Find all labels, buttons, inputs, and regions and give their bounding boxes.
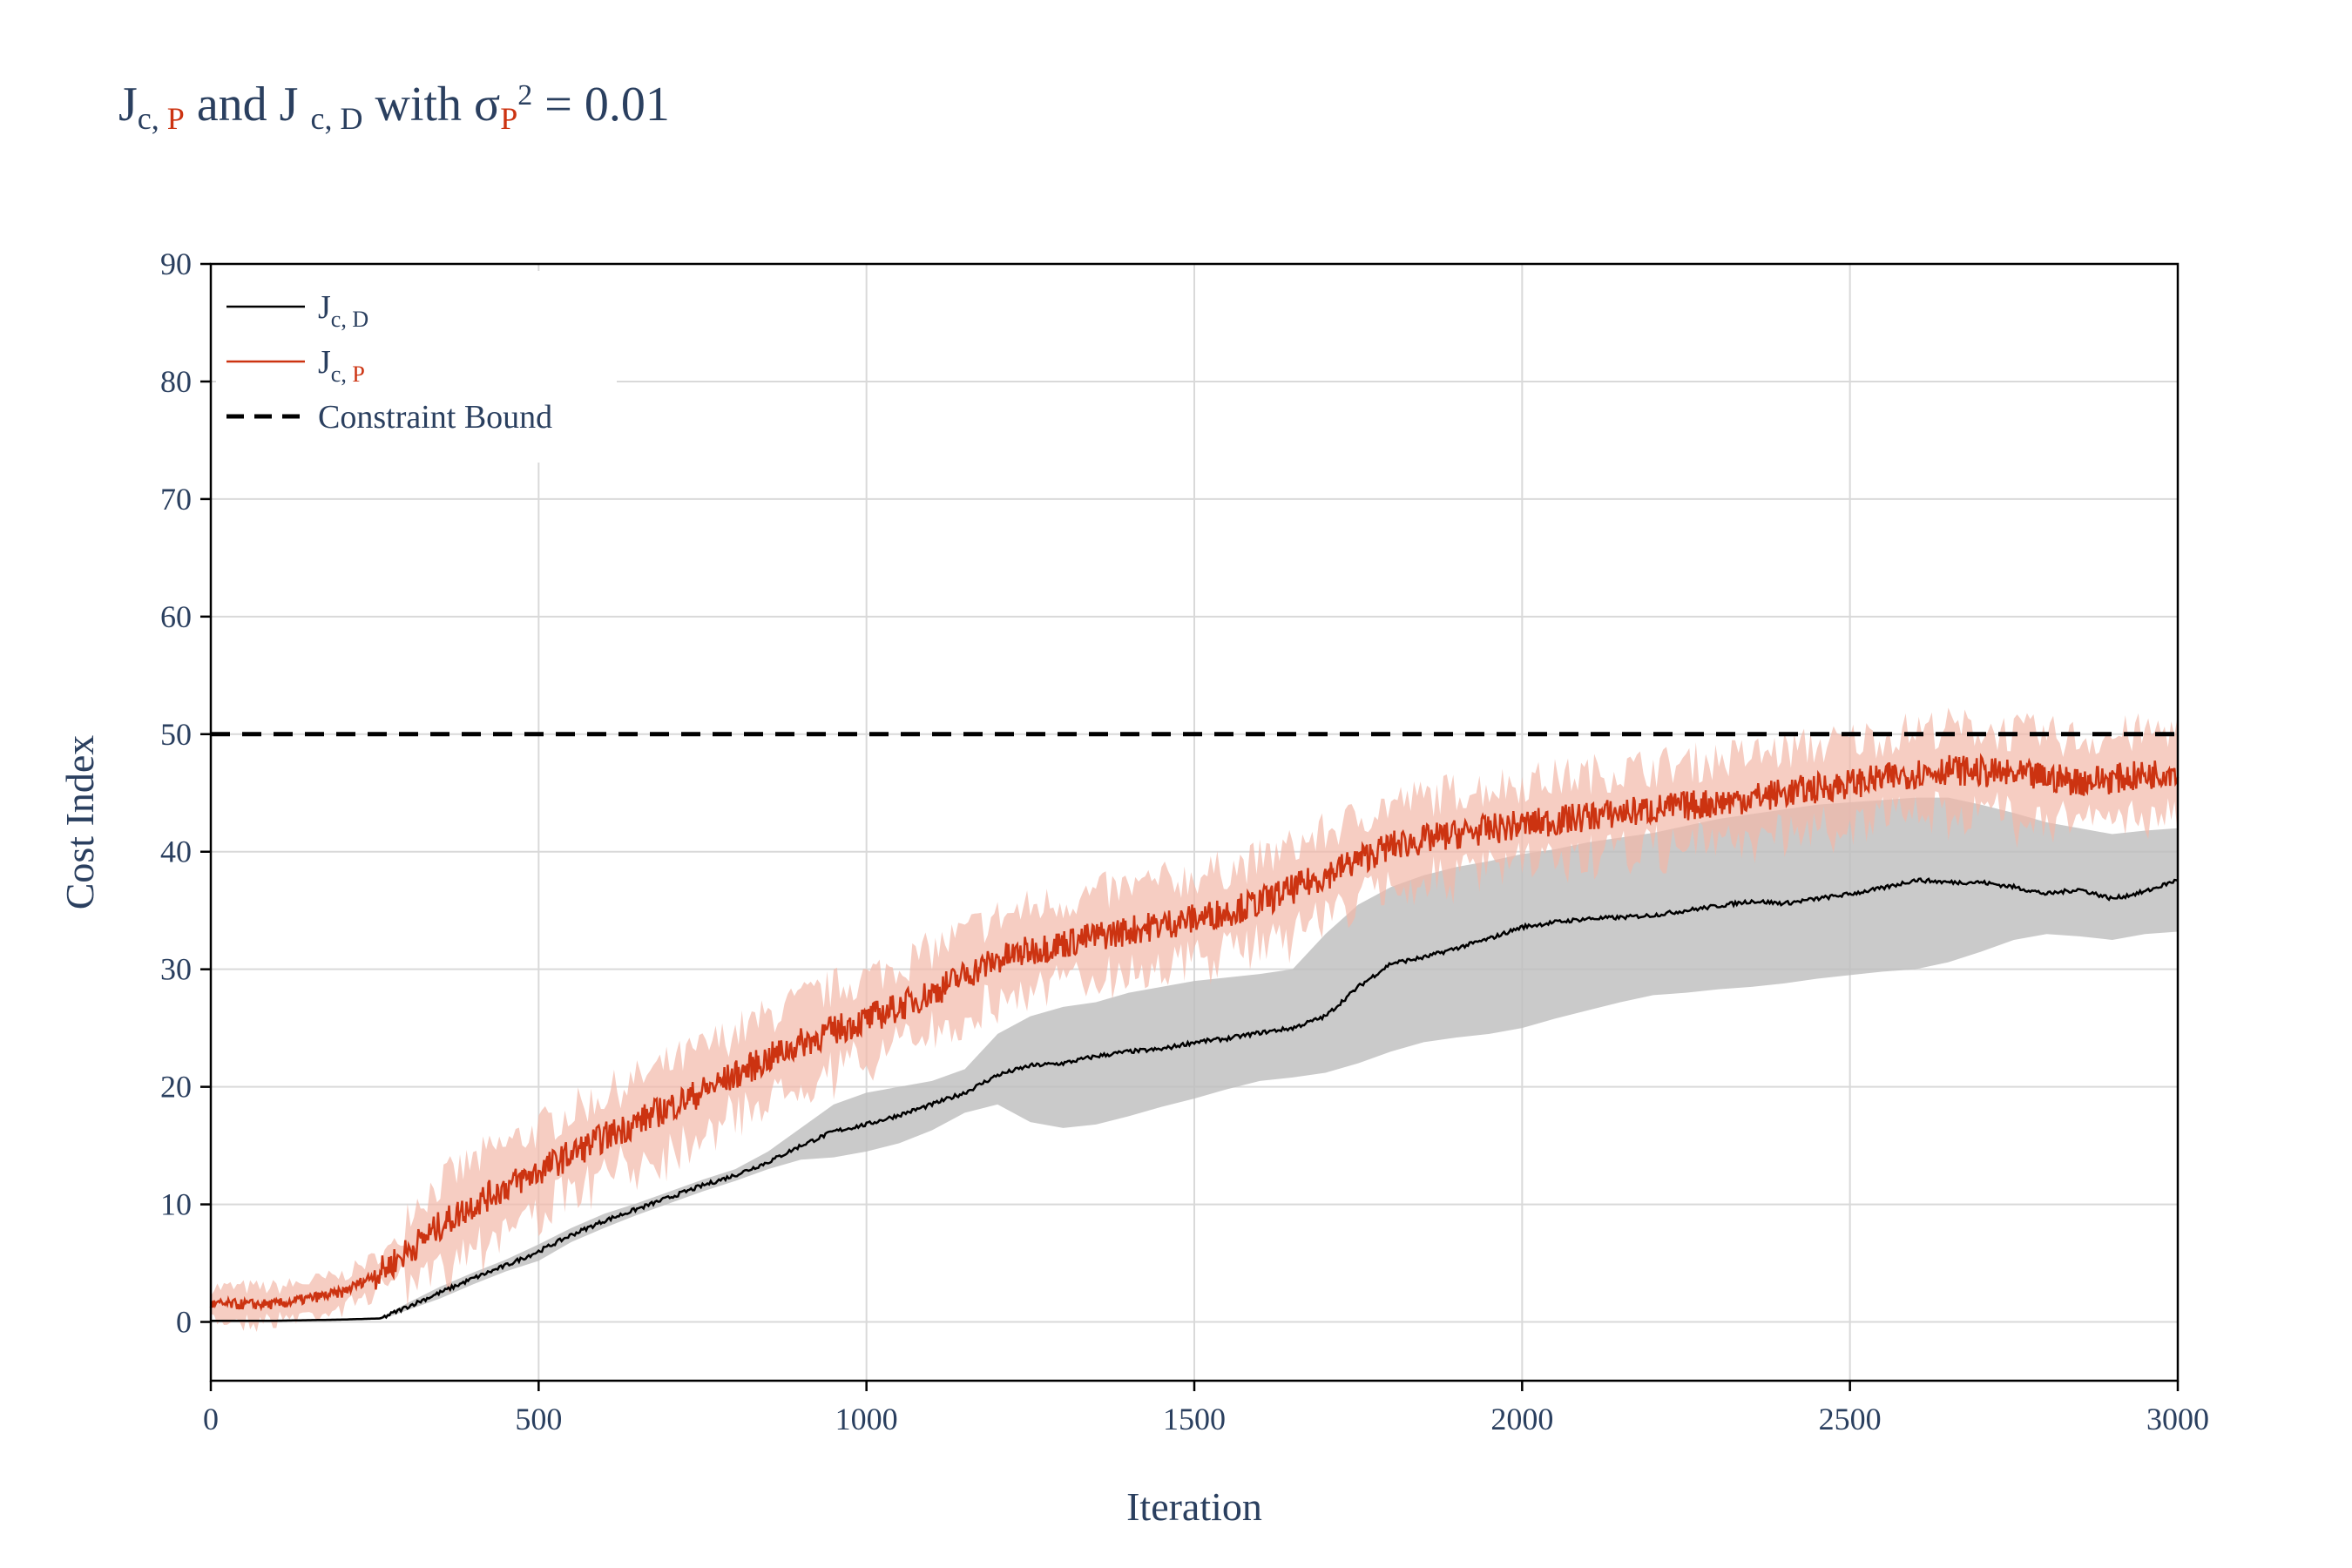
jcd-line — [211, 877, 2179, 1322]
legend-item: Constraint Bound — [226, 399, 552, 436]
legend-item: Jc, D — [226, 289, 368, 332]
legend-label: Jc, D — [318, 289, 368, 332]
y-tick-label: 40 — [160, 835, 192, 869]
y-tick-label: 70 — [160, 482, 192, 517]
x-tick-label: 2500 — [1819, 1402, 1882, 1436]
jcd-band — [211, 797, 2178, 1322]
legend-item: Jc, P — [226, 344, 365, 387]
y-tick-label: 30 — [160, 952, 192, 987]
chart-title: Jc, P and J c, D with σP2 = 0.01 — [118, 78, 670, 136]
x-tick-label: 1000 — [835, 1402, 898, 1436]
legend-label: Constraint Bound — [318, 399, 552, 436]
x-tick-label: 500 — [515, 1402, 562, 1436]
legend-box — [216, 271, 617, 463]
x-tick-label: 1500 — [1163, 1402, 1226, 1436]
y-tick-label: 20 — [160, 1070, 192, 1105]
y-tick-label: 50 — [160, 717, 192, 752]
y-tick-label: 90 — [160, 247, 192, 281]
x-tick-label: 3000 — [2146, 1402, 2209, 1436]
y-tick-label: 0 — [176, 1305, 192, 1340]
x-tick-label: 2000 — [1490, 1402, 1553, 1436]
tick-labels: 0 500 1000 1500 2000 2500 3000 0 10 20 30 40 50 60 70 8… — [160, 247, 2209, 1436]
axes — [200, 262, 2180, 1391]
x-tick-label: 0 — [203, 1402, 219, 1436]
legend: Jc, D Jc, P Constraint Bound — [216, 271, 617, 463]
jcp-line — [209, 753, 2180, 1312]
x-axis-title: Iteration — [1126, 1484, 1262, 1529]
y-tick-label: 10 — [160, 1187, 192, 1222]
y-axis-title: Cost Index — [57, 735, 102, 910]
legend-label: Jc, P — [318, 344, 365, 387]
y-tick-label: 60 — [160, 599, 192, 634]
series-lines — [209, 753, 2180, 1322]
y-tick-label: 80 — [160, 364, 192, 399]
